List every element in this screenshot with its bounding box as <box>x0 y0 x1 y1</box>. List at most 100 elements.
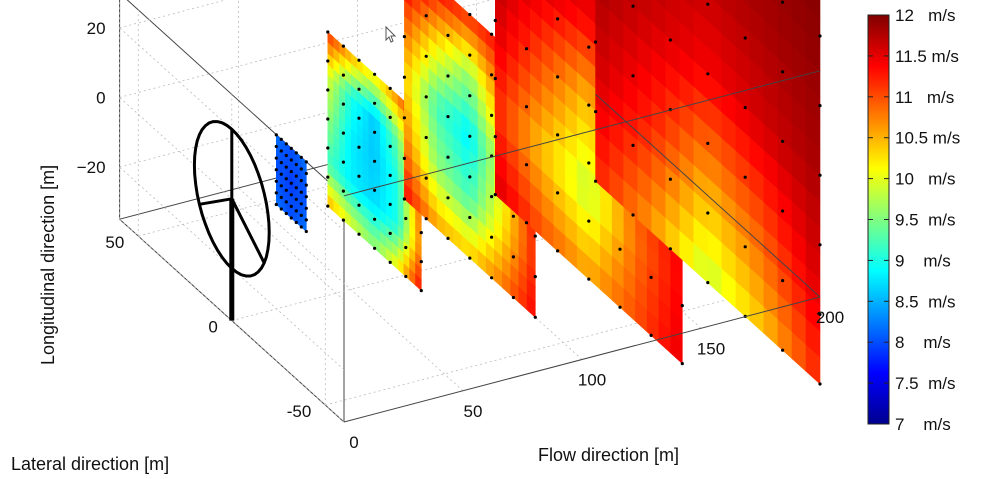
measurement-point <box>818 104 822 108</box>
measurement-point <box>289 216 293 220</box>
measurement-point <box>781 209 785 213</box>
colorbar: 12 m/s 11.5 m/s 11 m/s 10.5 m/s 10 m/s 9.5 m/… <box>867 6 960 434</box>
x-tick-label: 50 <box>464 402 483 421</box>
measurement-point <box>402 156 406 160</box>
box-edge <box>343 296 821 423</box>
measurement-point <box>446 236 450 240</box>
measurement-point <box>326 175 330 179</box>
measurement-point <box>493 18 497 23</box>
colorbar-label: 9 m/s <box>895 251 951 270</box>
measurement-point <box>419 289 423 293</box>
measurement-point <box>388 231 392 235</box>
measurement-point <box>649 275 653 279</box>
measurement-point <box>419 260 423 264</box>
measurement-point <box>490 195 494 199</box>
measurement-point <box>341 73 345 77</box>
measurement-point <box>424 217 428 221</box>
measurement-point <box>524 47 529 51</box>
measurement-point <box>594 110 598 114</box>
measurement-point <box>446 115 450 119</box>
z-tick-label: 0 <box>96 88 105 107</box>
measurement-point <box>326 88 330 92</box>
measurement-point <box>490 32 494 36</box>
y-tick-label: 0 <box>208 318 217 337</box>
colorbar-label: 9.5 m/s <box>895 211 955 230</box>
measurement-point <box>618 305 622 309</box>
measurement-point <box>818 312 822 316</box>
measurement-point <box>818 34 822 38</box>
measurement-point <box>587 103 591 107</box>
x-tick-label: 200 <box>816 308 844 327</box>
measurement-point <box>388 202 392 206</box>
measurement-point <box>818 173 822 177</box>
measurement-point <box>284 142 288 146</box>
measurement-point <box>279 207 283 211</box>
measurement-point <box>680 362 684 366</box>
measurement-point <box>404 274 408 279</box>
measurement-point <box>404 245 408 250</box>
measurement-point <box>388 144 392 148</box>
measurement-point <box>388 86 392 90</box>
measurement-point <box>468 256 472 260</box>
measurement-point <box>587 277 591 281</box>
colorbar-label: 7 m/s <box>895 415 951 434</box>
measurement-point <box>402 116 406 120</box>
measurement-point <box>304 229 308 234</box>
measurement-point <box>631 213 635 217</box>
measurement-point <box>294 220 298 225</box>
mouse-cursor-icon <box>385 25 397 43</box>
measurement-point <box>294 186 298 190</box>
measurement-point <box>284 177 288 181</box>
measurement-point <box>388 115 392 119</box>
measurement-point <box>284 200 288 204</box>
measurement-point <box>326 30 330 34</box>
measurement-point <box>357 87 361 91</box>
measurement-point <box>299 155 303 159</box>
measurement-point <box>294 209 298 213</box>
measurement-point <box>284 211 288 216</box>
measurement-point <box>341 131 345 135</box>
measurement-point <box>587 45 591 49</box>
tick-labels: 0 50 100 150 200 -50 0 50 −20 0 20 <box>77 19 844 452</box>
measurement-point <box>357 145 361 149</box>
measurement-point <box>706 211 710 215</box>
measurement-point <box>373 72 377 76</box>
measurement-point <box>326 146 330 150</box>
measurement-point <box>289 181 293 185</box>
measurement-point <box>706 281 710 285</box>
measurement-point <box>357 203 361 207</box>
measurement-point <box>357 174 361 178</box>
measurement-point <box>299 213 303 217</box>
measurement-point <box>289 193 293 197</box>
measurement-point <box>284 188 288 192</box>
measurement-point <box>289 204 293 208</box>
box-edge <box>343 70 821 197</box>
measurement-point <box>524 105 529 109</box>
measurement-point <box>511 295 515 300</box>
measurement-point <box>274 156 278 160</box>
z-tick-label: −20 <box>77 158 106 177</box>
measurement-point <box>680 304 684 308</box>
measurement-point <box>533 275 537 279</box>
measurement-point <box>341 102 345 106</box>
colorbar-label: 11.5 m/s <box>895 47 959 66</box>
measurement-point <box>468 94 472 98</box>
measurement-point <box>274 179 278 183</box>
measurement-point <box>274 168 278 172</box>
measurement-point <box>373 188 377 192</box>
measurement-point <box>299 179 303 183</box>
y-axis-label: Lateral direction [m] <box>11 454 169 474</box>
measurement-point <box>818 382 822 386</box>
axes-front-edges <box>343 70 821 423</box>
measurement-point <box>511 214 515 218</box>
rotor-blade <box>230 198 266 264</box>
measurement-point <box>294 197 298 201</box>
measurement-point <box>424 95 428 99</box>
measurement-point <box>490 276 494 280</box>
measurement-point <box>524 221 529 225</box>
measurement-point <box>743 175 747 179</box>
measurement-point <box>446 196 450 200</box>
measurement-point <box>594 179 598 183</box>
measurement-point <box>289 170 293 174</box>
measurement-point <box>706 72 710 76</box>
